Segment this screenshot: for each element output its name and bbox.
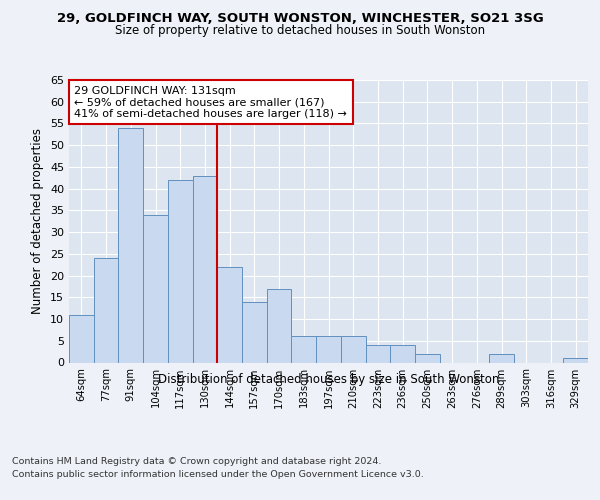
Text: Size of property relative to detached houses in South Wonston: Size of property relative to detached ho… xyxy=(115,24,485,37)
Bar xyxy=(365,345,390,362)
Text: Distribution of detached houses by size in South Wonston: Distribution of detached houses by size … xyxy=(158,372,499,386)
Bar xyxy=(242,302,267,362)
Bar xyxy=(94,258,118,362)
Bar xyxy=(69,314,94,362)
Bar xyxy=(267,288,292,362)
Text: 29 GOLDFINCH WAY: 131sqm
← 59% of detached houses are smaller (167)
41% of semi-: 29 GOLDFINCH WAY: 131sqm ← 59% of detach… xyxy=(74,86,347,119)
Bar xyxy=(193,176,217,362)
Bar xyxy=(168,180,193,362)
Text: Contains HM Land Registry data © Crown copyright and database right 2024.: Contains HM Land Registry data © Crown c… xyxy=(12,458,382,466)
Bar xyxy=(390,345,415,362)
Text: Contains public sector information licensed under the Open Government Licence v3: Contains public sector information licen… xyxy=(12,470,424,479)
Bar xyxy=(316,336,341,362)
Bar xyxy=(415,354,440,362)
Bar xyxy=(217,267,242,362)
Bar xyxy=(489,354,514,362)
Text: 29, GOLDFINCH WAY, SOUTH WONSTON, WINCHESTER, SO21 3SG: 29, GOLDFINCH WAY, SOUTH WONSTON, WINCHE… xyxy=(56,12,544,26)
Bar xyxy=(563,358,588,362)
Y-axis label: Number of detached properties: Number of detached properties xyxy=(31,128,44,314)
Bar xyxy=(143,214,168,362)
Bar xyxy=(292,336,316,362)
Bar xyxy=(118,128,143,362)
Bar xyxy=(341,336,365,362)
